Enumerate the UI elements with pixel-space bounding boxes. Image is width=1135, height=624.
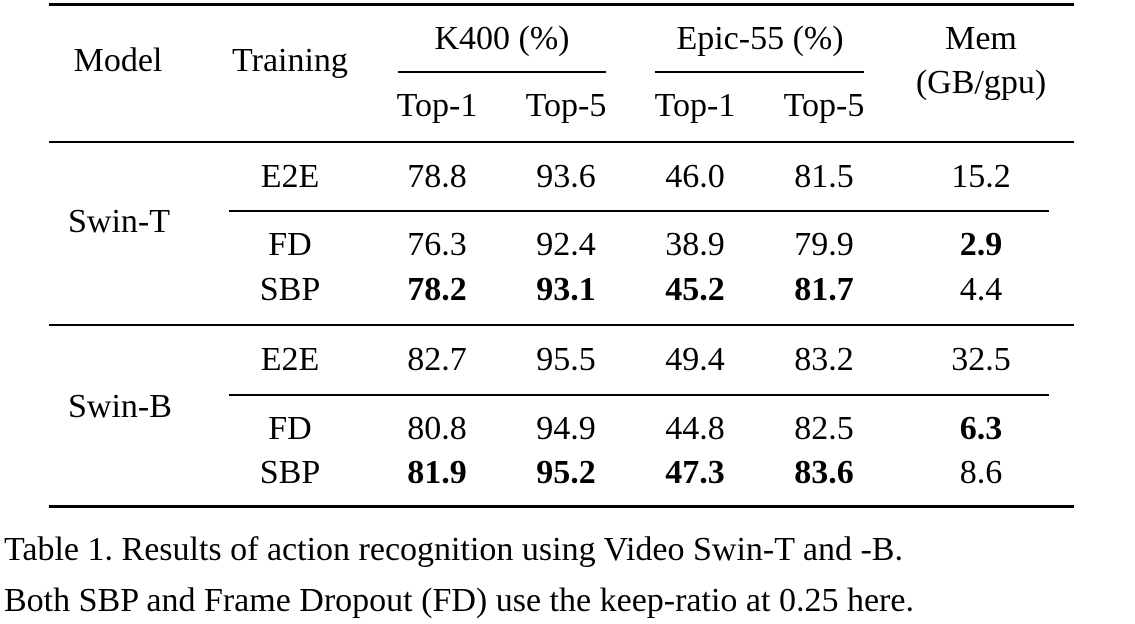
mem-cell: 8.6 [959, 454, 1003, 491]
epic-top1-cell-best: 45.2 [665, 271, 725, 308]
k400-top5-cell: 94.9 [536, 410, 596, 447]
k400-top5-cell: 93.6 [536, 158, 596, 195]
table-bottom-rule [49, 505, 1074, 508]
mem-cell: 4.4 [959, 271, 1003, 308]
header-k400-top5: Top-5 [525, 87, 607, 124]
k400-top5-cell-best: 93.1 [536, 271, 596, 308]
training-cell: FD [268, 410, 312, 447]
group-inner-rule [229, 394, 1049, 396]
mem-cell-best: 6.3 [959, 410, 1003, 447]
model-name: Swin-B [68, 388, 172, 425]
k400-top1-cell: 78.8 [407, 158, 467, 195]
header-k400-top1: Top-1 [396, 87, 478, 124]
epic-top5-cell: 81.5 [794, 158, 854, 195]
training-cell: E2E [260, 341, 320, 378]
header-mem: Mem [945, 20, 1017, 57]
header-epic-top1: Top-1 [654, 87, 736, 124]
epic-header-rule [655, 71, 864, 73]
epic-top1-cell: 46.0 [665, 158, 725, 195]
table-top-rule [49, 3, 1074, 6]
epic-top5-cell-best: 81.7 [794, 271, 854, 308]
k400-top1-cell: 76.3 [407, 226, 467, 263]
k400-top1-cell-best: 81.9 [407, 454, 467, 491]
model-name: Swin-T [68, 203, 170, 240]
training-cell: SBP [259, 271, 321, 308]
epic-top5-cell-best: 83.6 [794, 454, 854, 491]
training-cell: SBP [259, 454, 321, 491]
epic-top1-cell: 38.9 [665, 226, 725, 263]
k400-top1-cell-best: 78.2 [407, 271, 467, 308]
mem-cell: 15.2 [951, 158, 1011, 195]
table-caption-line-2: Both SBP and Frame Dropout (FD) use the … [4, 582, 914, 619]
k400-top5-cell: 95.5 [536, 341, 596, 378]
header-mem-unit: (GB/gpu) [915, 64, 1047, 101]
header-model: Model [73, 42, 163, 79]
epic-top1-cell: 49.4 [665, 341, 725, 378]
epic-top5-cell: 83.2 [794, 341, 854, 378]
k400-header-rule [398, 71, 606, 73]
k400-top5-cell-best: 95.2 [536, 454, 596, 491]
training-cell: FD [268, 226, 312, 263]
header-bottom-rule [49, 141, 1074, 143]
header-training: Training [232, 42, 348, 79]
k400-top1-cell: 82.7 [407, 341, 467, 378]
training-cell: E2E [260, 158, 320, 195]
header-k400: K400 (%) [434, 20, 570, 57]
epic-top5-cell: 82.5 [794, 410, 854, 447]
table-caption-line-1: Table 1. Results of action recognition u… [4, 531, 903, 568]
group-inner-rule [229, 210, 1049, 212]
epic-top1-cell: 44.8 [665, 410, 725, 447]
k400-top5-cell: 92.4 [536, 226, 596, 263]
mem-cell-best: 2.9 [959, 226, 1003, 263]
epic-top1-cell-best: 47.3 [665, 454, 725, 491]
header-epic: Epic-55 (%) [676, 20, 844, 57]
epic-top5-cell: 79.9 [794, 226, 854, 263]
k400-top1-cell: 80.8 [407, 410, 467, 447]
header-epic-top5: Top-5 [783, 87, 865, 124]
mem-cell: 32.5 [951, 341, 1011, 378]
group-separator-rule [49, 324, 1074, 326]
